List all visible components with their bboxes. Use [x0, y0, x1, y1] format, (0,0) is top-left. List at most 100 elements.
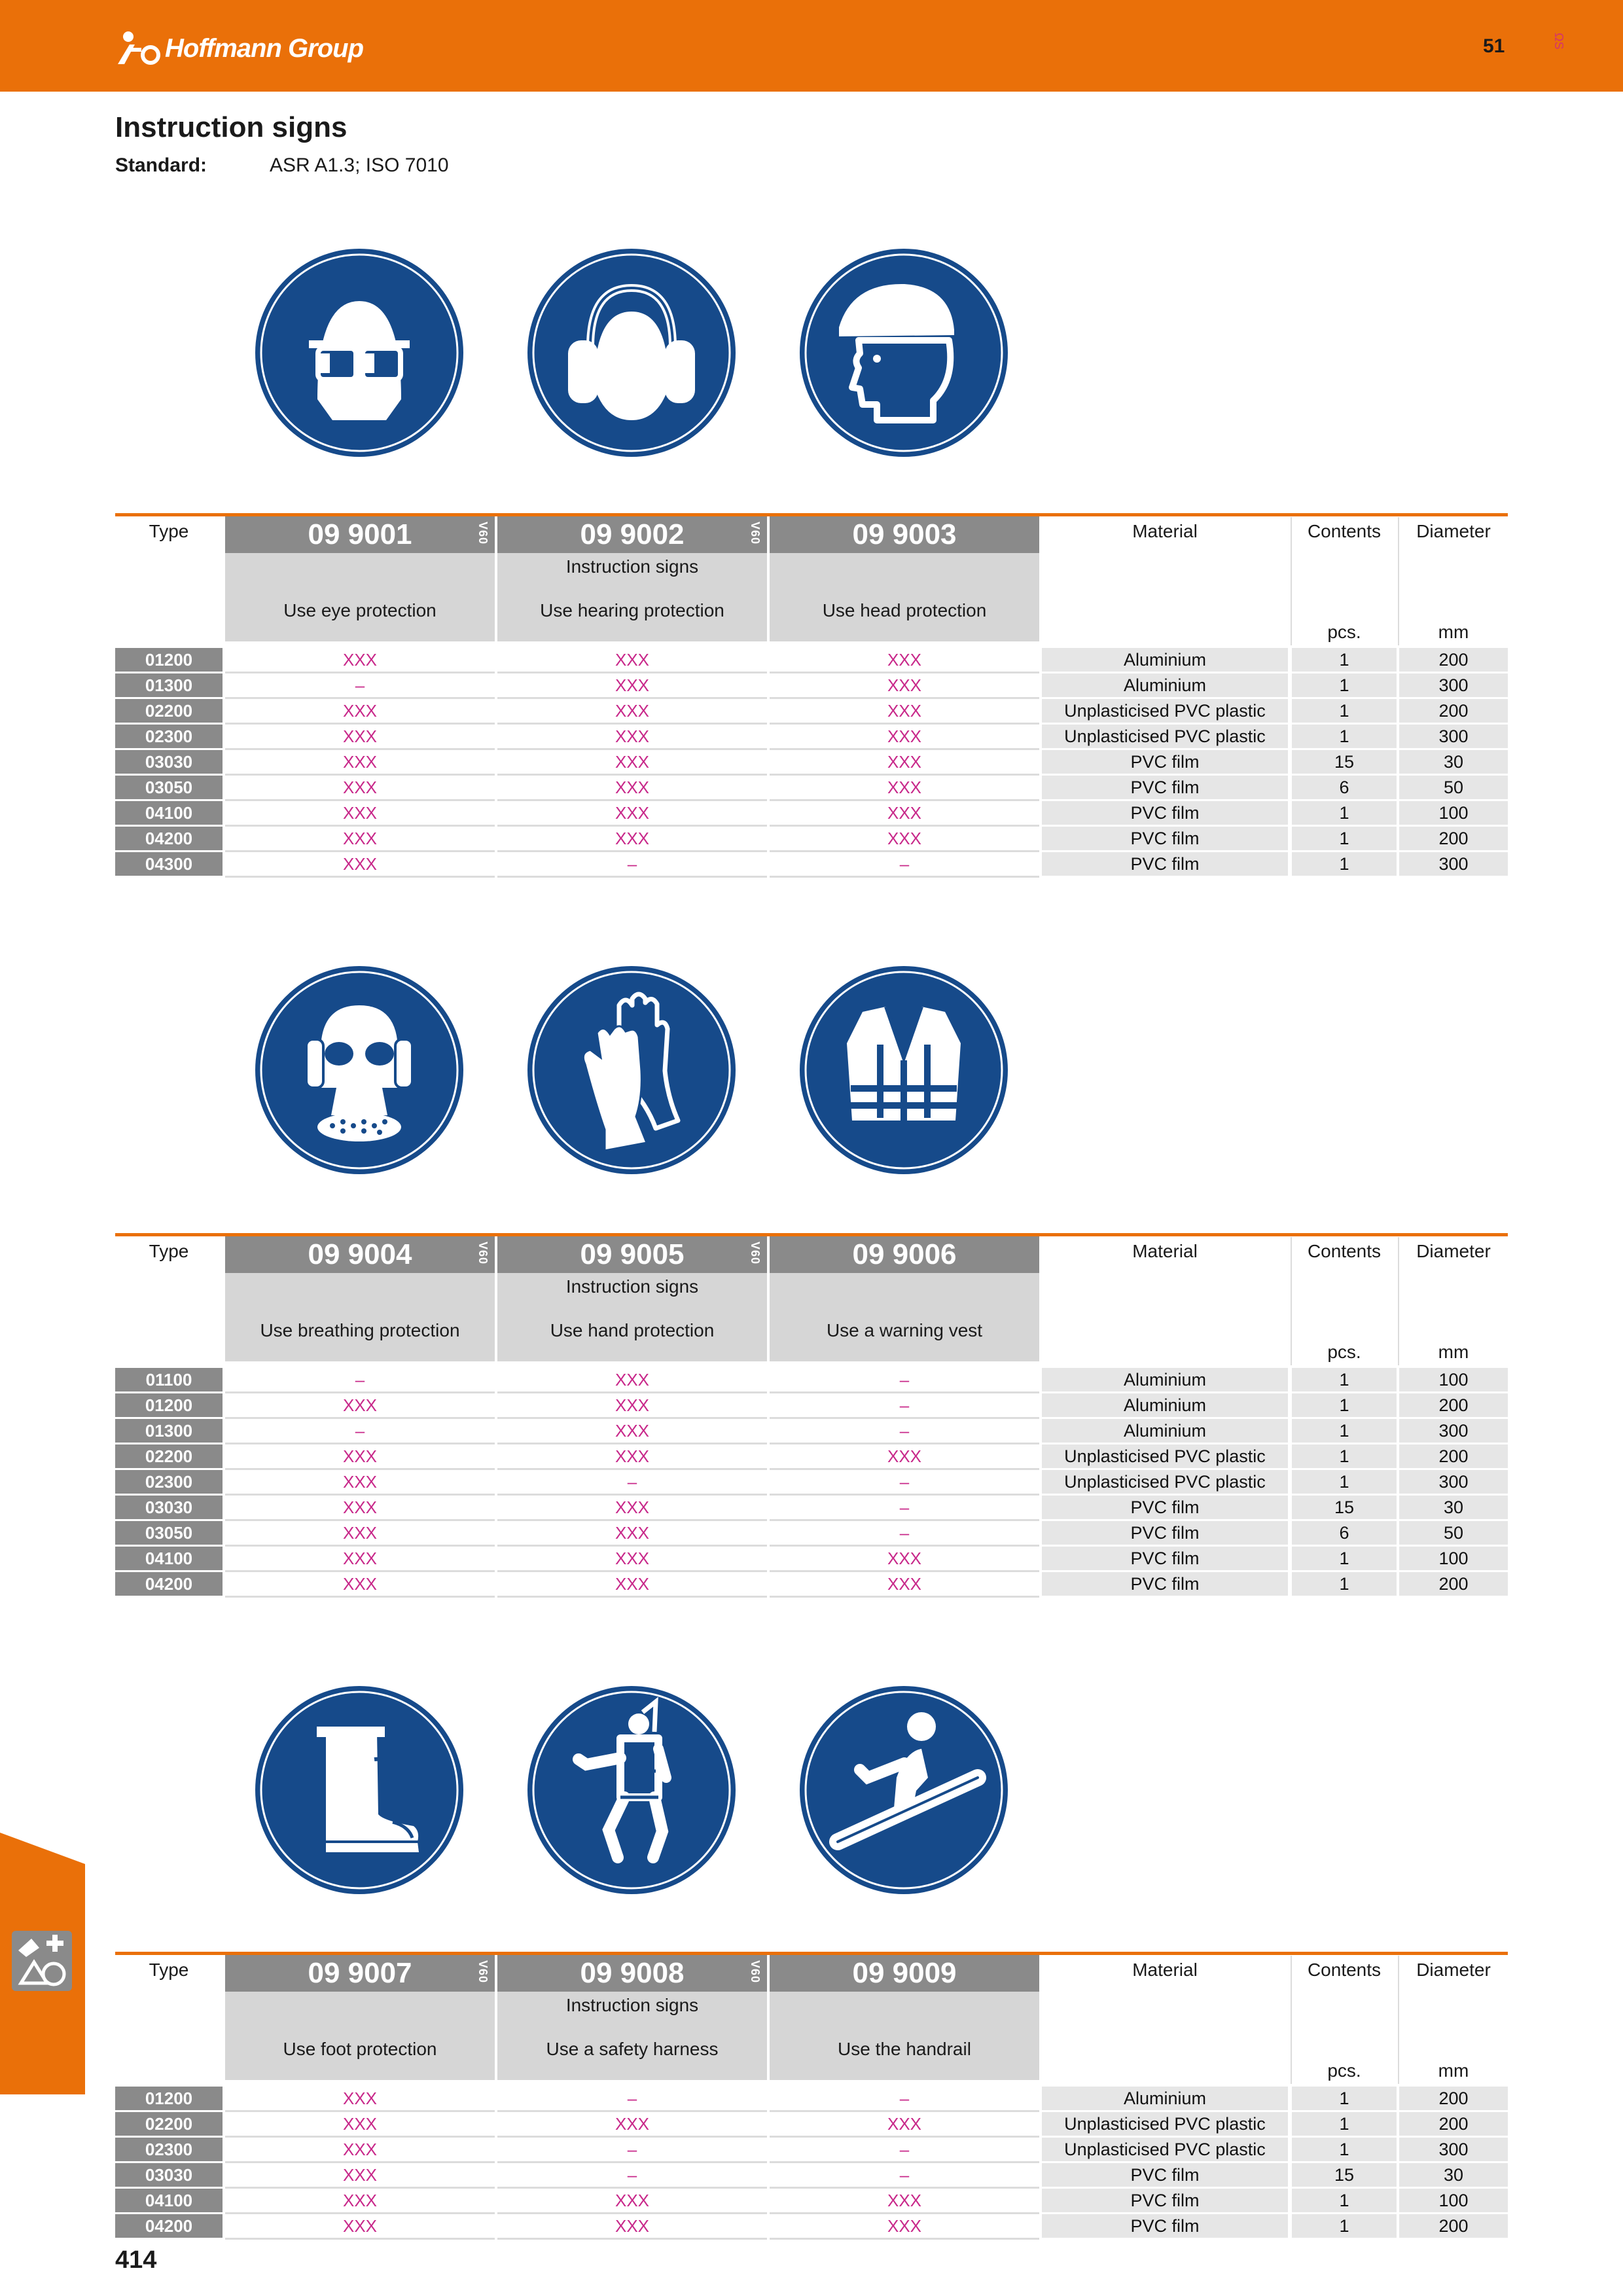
availability-value[interactable]: XXX: [225, 1444, 495, 1470]
v-tag: V60: [204, 522, 217, 545]
availability-value[interactable]: XXX: [225, 801, 495, 827]
availability-value[interactable]: –: [225, 1368, 495, 1393]
availability-value[interactable]: XXX: [497, 1521, 767, 1547]
availability-value[interactable]: XXX: [497, 1547, 767, 1572]
availability-value[interactable]: XXX: [225, 852, 495, 878]
type-number: 02300: [115, 1470, 223, 1494]
availability-value[interactable]: XXX: [497, 673, 767, 699]
availability-value[interactable]: –: [770, 1496, 1039, 1521]
availability-value[interactable]: XXX: [225, 699, 495, 725]
availability-value[interactable]: XXX: [225, 776, 495, 801]
article-name: Use hand protection: [497, 1300, 767, 1361]
availability-value[interactable]: XXX: [770, 1547, 1039, 1572]
availability-value[interactable]: XXX: [497, 2214, 767, 2240]
availability-value[interactable]: XXX: [497, 1444, 767, 1470]
availability-value[interactable]: XXX: [497, 1393, 767, 1419]
sign-head-protection: [800, 249, 1008, 457]
contents-value: 1: [1292, 801, 1397, 825]
availability-value[interactable]: –: [770, 2163, 1039, 2189]
availability-value[interactable]: XXX: [225, 750, 495, 776]
availability-value[interactable]: XXX: [497, 750, 767, 776]
contents-value: 1: [1292, 725, 1397, 748]
hearing-protection-icon: [527, 249, 736, 457]
name-separator: [767, 553, 770, 641]
article-number-cell[interactable]: V60 09 9007: [204, 1955, 495, 1992]
availability-value[interactable]: –: [770, 1393, 1039, 1419]
availability-value[interactable]: –: [770, 1368, 1039, 1393]
availability-value[interactable]: XXX: [497, 1496, 767, 1521]
availability-value[interactable]: –: [770, 1470, 1039, 1496]
availability-value[interactable]: XXX: [225, 827, 495, 852]
availability-value[interactable]: XXX: [225, 1572, 495, 1598]
name-separator: [495, 553, 497, 641]
hoffmann-logo-icon: [118, 31, 160, 65]
availability-value[interactable]: XXX: [225, 725, 495, 750]
availability-value[interactable]: XXX: [770, 2189, 1039, 2214]
availability-value[interactable]: XXX: [770, 776, 1039, 801]
article-number-cell[interactable]: V60 09 9005: [476, 1236, 767, 1273]
availability-value[interactable]: XXX: [497, 2189, 767, 2214]
availability-value[interactable]: XXX: [770, 725, 1039, 750]
availability-value[interactable]: –: [497, 2163, 767, 2189]
head-protection-icon: [800, 249, 1008, 457]
page-title: Instruction signs: [115, 111, 348, 143]
availability-value[interactable]: XXX: [497, 1419, 767, 1444]
availability-value[interactable]: –: [770, 2087, 1039, 2112]
availability-value[interactable]: XXX: [225, 1547, 495, 1572]
availability-value[interactable]: XXX: [225, 1470, 495, 1496]
availability-value[interactable]: XXX: [225, 2112, 495, 2138]
availability-value[interactable]: XXX: [497, 2112, 767, 2138]
availability-value[interactable]: XXX: [225, 1521, 495, 1547]
availability-value[interactable]: XXX: [770, 2112, 1039, 2138]
article-number-cell[interactable]: V60 09 9001: [204, 516, 495, 553]
type-number: 02200: [115, 2112, 223, 2136]
availability-value[interactable]: XXX: [770, 2214, 1039, 2240]
availability-value[interactable]: XXX: [497, 827, 767, 852]
availability-value[interactable]: –: [770, 852, 1039, 878]
availability-value[interactable]: –: [770, 2138, 1039, 2163]
contents-value: 15: [1292, 2163, 1397, 2187]
availability-value[interactable]: –: [225, 1419, 495, 1444]
availability-value[interactable]: XXX: [497, 648, 767, 673]
availability-value[interactable]: XXX: [770, 801, 1039, 827]
availability-value[interactable]: XXX: [225, 2163, 495, 2189]
article-number-cell[interactable]: V60 09 9008: [476, 1955, 767, 1992]
contents-value: 1: [1292, 2214, 1397, 2238]
availability-value[interactable]: XXX: [225, 648, 495, 673]
availability-value[interactable]: XXX: [770, 827, 1039, 852]
type-header: Type: [149, 521, 189, 541]
diameter-value: 200: [1399, 1393, 1508, 1417]
article-number-cell[interactable]: V60 09 9003: [749, 516, 1039, 553]
article-number-cell[interactable]: V60 09 9006: [749, 1236, 1039, 1273]
article-number-cell[interactable]: V60 09 9009: [749, 1955, 1039, 1992]
availability-value[interactable]: XXX: [770, 1444, 1039, 1470]
availability-value[interactable]: XXX: [225, 1496, 495, 1521]
availability-value[interactable]: XXX: [497, 776, 767, 801]
availability-value[interactable]: XXX: [497, 801, 767, 827]
availability-value[interactable]: XXX: [770, 1572, 1039, 1598]
article-number: 09 9008: [580, 1957, 685, 1989]
material-value: Aluminium: [1042, 1419, 1288, 1443]
availability-value[interactable]: –: [770, 1521, 1039, 1547]
availability-value[interactable]: –: [225, 673, 495, 699]
availability-value[interactable]: –: [497, 2087, 767, 2112]
availability-value[interactable]: XXX: [770, 750, 1039, 776]
availability-value[interactable]: XXX: [497, 725, 767, 750]
article-number-cell[interactable]: V60 09 9002: [476, 516, 767, 553]
availability-value[interactable]: –: [497, 1470, 767, 1496]
availability-value[interactable]: –: [497, 2138, 767, 2163]
availability-value[interactable]: –: [770, 1419, 1039, 1444]
availability-value[interactable]: XXX: [225, 2214, 495, 2240]
availability-value[interactable]: XXX: [497, 1368, 767, 1393]
article-number-cell[interactable]: V60 09 9004: [204, 1236, 495, 1273]
availability-value[interactable]: –: [497, 852, 767, 878]
availability-value[interactable]: XXX: [497, 699, 767, 725]
availability-value[interactable]: XXX: [770, 673, 1039, 699]
availability-value[interactable]: XXX: [225, 2189, 495, 2214]
availability-value[interactable]: XXX: [225, 1393, 495, 1419]
availability-value[interactable]: XXX: [770, 699, 1039, 725]
availability-value[interactable]: XXX: [225, 2138, 495, 2163]
availability-value[interactable]: XXX: [770, 648, 1039, 673]
availability-value[interactable]: XXX: [497, 1572, 767, 1598]
availability-value[interactable]: XXX: [225, 2087, 495, 2112]
